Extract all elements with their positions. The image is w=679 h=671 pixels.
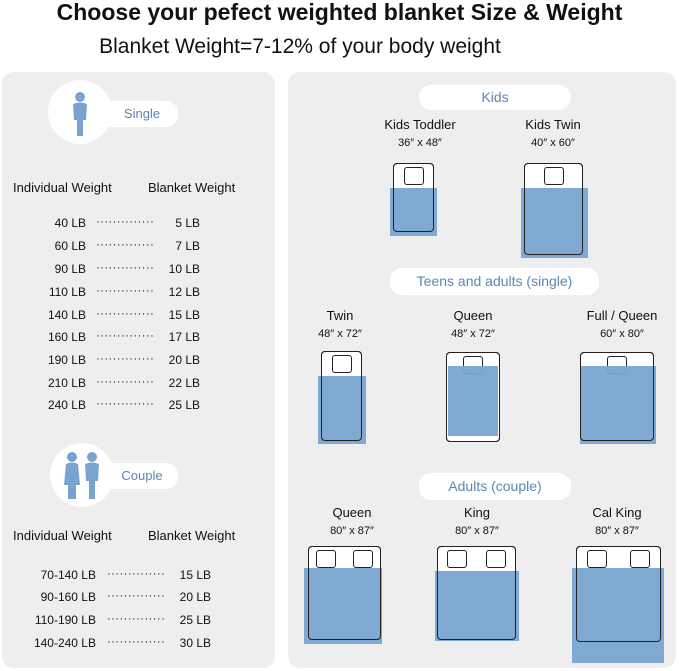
group-adults-label: Adults (couple) <box>419 473 571 500</box>
blanket-icon <box>448 366 498 436</box>
individual-weight-value: 110 LB <box>48 285 86 299</box>
dotted-leader: ·············· <box>96 262 153 274</box>
blanket-weight-value: 15 LB <box>168 308 200 322</box>
group-kids-label: Kids <box>419 85 571 110</box>
individual-weight-value: 90 LB <box>54 262 86 276</box>
subtitle: Blanket Weight=7-12% of your body weight <box>99 35 501 58</box>
bed-name: Twin <box>326 308 354 323</box>
bed-outline <box>524 163 583 255</box>
bed-size: 36″ x 48″ <box>398 137 442 149</box>
pillow-icon <box>316 550 337 568</box>
bed-name: Kids Twin <box>525 117 581 132</box>
dotted-leader: ·············· <box>96 216 153 228</box>
blanket-icon <box>572 568 664 663</box>
blanket-weight-value: 15 LB <box>179 568 211 582</box>
bed-size: 80″ x 87″ <box>455 525 499 537</box>
individual-weight-value: 70-140 LB <box>40 568 96 582</box>
bed-outline <box>393 163 434 232</box>
couple-badge <box>50 443 114 507</box>
individual-weight-value: 40 LB <box>54 216 86 230</box>
dotted-leader: ·············· <box>107 568 164 580</box>
dotted-leader: ·············· <box>96 330 153 342</box>
bed-name: Kids Toddler <box>384 117 456 132</box>
group-teens-label: Teens and adults (single) <box>390 268 599 295</box>
pillow-icon <box>331 355 352 373</box>
dotted-leader: ·············· <box>96 353 153 365</box>
bed-name: Queen <box>453 308 493 323</box>
individual-weight-value: 210 LB <box>47 376 86 390</box>
pillow-icon <box>352 550 373 568</box>
single-badge <box>48 80 112 144</box>
bed-outline <box>580 352 654 441</box>
pillow-icon <box>543 167 564 185</box>
header-blanket-weight-couple: Blanket Weight <box>148 528 236 543</box>
blanket-weight-value: 5 LB <box>175 216 200 230</box>
dotted-leader: ·············· <box>107 613 164 625</box>
bed-outline <box>446 352 500 442</box>
blanket-icon <box>390 188 437 236</box>
pillow-icon <box>403 167 424 185</box>
individual-weight-value: 190 LB <box>47 353 86 367</box>
header-blanket-weight: Blanket Weight <box>148 180 236 195</box>
dotted-leader: ·············· <box>107 636 164 648</box>
blanket-weight-value: 7 LB <box>175 239 200 253</box>
bed-name: Cal King <box>592 505 642 520</box>
bed-size: 80″ x 87″ <box>330 525 374 537</box>
pillow-icon <box>446 550 467 568</box>
dotted-leader: ·············· <box>96 376 153 388</box>
individual-weight-value: 140 LB <box>47 308 86 322</box>
bed-size: 60″ x 80″ <box>600 328 644 340</box>
blanket-icon <box>521 188 588 258</box>
bed-outline <box>576 546 661 642</box>
bed-outline <box>437 546 516 640</box>
individual-weight-value: 90-160 LB <box>40 590 96 604</box>
blanket-icon <box>435 571 519 641</box>
blanket-icon <box>318 376 366 444</box>
blanket-weight-value: 20 LB <box>179 590 211 604</box>
bed-outline <box>308 546 381 640</box>
header-individual-weight-couple: Individual Weight <box>13 528 112 543</box>
weight-panel <box>2 72 275 668</box>
blanket-weight-value: 25 LB <box>168 398 200 412</box>
dotted-leader: ·············· <box>96 239 153 251</box>
dotted-leader: ·············· <box>107 590 164 602</box>
single-label: Single <box>100 101 178 127</box>
header-individual-weight: Individual Weight <box>13 180 112 195</box>
bed-name: King <box>463 505 491 520</box>
page-title: Choose your pefect weighted blanket Size… <box>56 0 623 25</box>
pillow-icon <box>629 550 650 568</box>
bed-name: Queen <box>332 505 372 520</box>
individual-weight-value: 240 LB <box>47 398 86 412</box>
pillow-icon <box>486 550 507 568</box>
blanket-weight-value: 10 LB <box>168 262 200 276</box>
dotted-leader: ·············· <box>96 398 153 410</box>
couple-icon <box>64 452 99 499</box>
pillow-icon <box>587 550 608 568</box>
blanket-icon <box>304 568 382 644</box>
dotted-leader: ·············· <box>96 285 153 297</box>
individual-weight-value: 160 LB <box>47 330 86 344</box>
individual-weight-value: 60 LB <box>54 239 86 253</box>
blanket-weight-value: 12 LB <box>168 285 200 299</box>
bed-size: 40″ x 60″ <box>531 137 575 149</box>
dotted-leader: ·············· <box>96 308 153 320</box>
bed-size: 48″ x 72″ <box>318 328 362 340</box>
individual-weight-value: 110-190 LB <box>34 613 96 627</box>
bed-size: 80″ x 87″ <box>595 525 639 537</box>
blanket-weight-value: 30 LB <box>179 636 211 650</box>
blanket-icon <box>580 366 656 444</box>
blanket-weight-value: 22 LB <box>168 376 200 390</box>
bed-outline <box>321 351 362 441</box>
bed-size: 48″ x 72″ <box>451 328 495 340</box>
blanket-weight-value: 25 LB <box>179 613 211 627</box>
bed-name: Full / Queen <box>586 308 658 323</box>
blanket-weight-value: 17 LB <box>168 330 200 344</box>
blanket-weight-value: 20 LB <box>168 353 200 367</box>
person-icon <box>73 92 87 136</box>
individual-weight-value: 140-240 LB <box>33 636 96 650</box>
